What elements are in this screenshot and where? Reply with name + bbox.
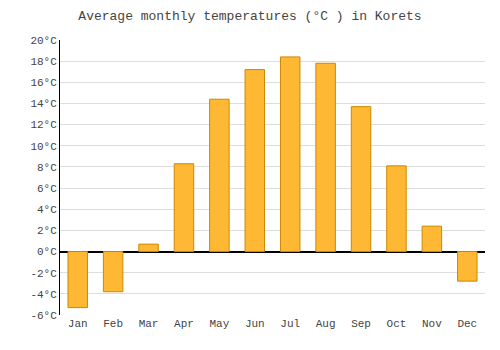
svg-text:Oct: Oct bbox=[387, 318, 407, 330]
svg-text:Average monthly temperatures (: Average monthly temperatures (°C ) in Ko… bbox=[78, 9, 421, 24]
svg-text:Jan: Jan bbox=[68, 318, 88, 330]
svg-text:-2°C: -2°C bbox=[30, 268, 57, 280]
svg-text:Sep: Sep bbox=[351, 318, 371, 330]
svg-text:Apr: Apr bbox=[174, 318, 194, 330]
svg-text:16°C: 16°C bbox=[30, 77, 57, 89]
svg-text:Dec: Dec bbox=[457, 318, 477, 330]
svg-text:Jul: Jul bbox=[280, 318, 300, 330]
svg-text:Nov: Nov bbox=[422, 318, 442, 330]
svg-text:6°C: 6°C bbox=[37, 183, 57, 195]
svg-text:8°C: 8°C bbox=[37, 162, 57, 174]
svg-text:0°C: 0°C bbox=[37, 246, 57, 258]
svg-text:18°C: 18°C bbox=[30, 56, 57, 68]
svg-text:-6°C: -6°C bbox=[30, 310, 57, 322]
svg-text:12°C: 12°C bbox=[30, 119, 57, 131]
svg-text:Jun: Jun bbox=[245, 318, 265, 330]
svg-text:2°C: 2°C bbox=[37, 225, 57, 237]
svg-text:4°C: 4°C bbox=[37, 204, 57, 216]
svg-text:14°C: 14°C bbox=[30, 98, 57, 110]
svg-text:Aug: Aug bbox=[316, 318, 336, 330]
svg-text:-4°C: -4°C bbox=[30, 289, 57, 301]
svg-text:10°C: 10°C bbox=[30, 141, 57, 153]
svg-text:20°C: 20°C bbox=[30, 35, 57, 47]
svg-text:May: May bbox=[209, 318, 229, 330]
svg-text:Feb: Feb bbox=[103, 318, 123, 330]
svg-text:Mar: Mar bbox=[139, 318, 159, 330]
